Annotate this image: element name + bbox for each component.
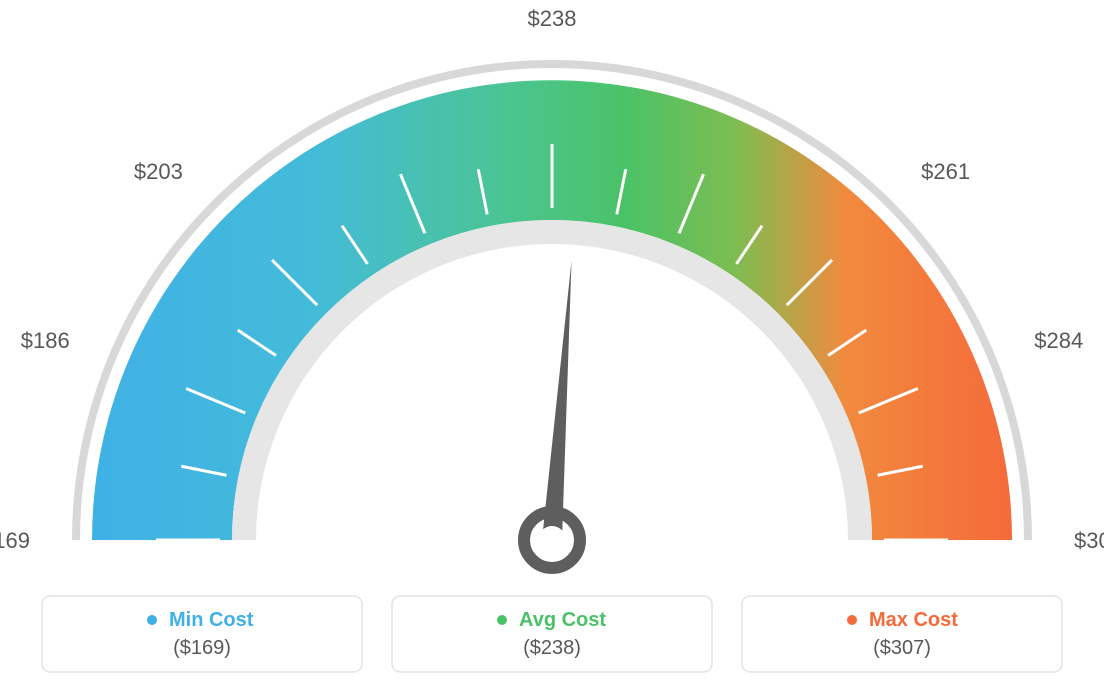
legend-label: Max Cost xyxy=(869,609,958,631)
gauge-svg: $169 $186 $203 $238 $261 $284 $307 Min Cost ($16… xyxy=(0,0,1104,690)
legend-bullet-icon xyxy=(497,615,507,625)
scale-label: $238 xyxy=(528,6,577,31)
legend-value: ($307) xyxy=(873,637,931,659)
scale-label: $186 xyxy=(21,328,70,353)
needle-hub-inner xyxy=(538,526,566,554)
legend-bullet-icon xyxy=(847,615,857,625)
legend-value: ($169) xyxy=(173,637,231,659)
scale-label: $307 xyxy=(1074,528,1104,553)
legend-card xyxy=(742,596,1062,672)
scale-label: $203 xyxy=(134,159,183,184)
cost-gauge-chart: $169 $186 $203 $238 $261 $284 $307 Min Cost ($16… xyxy=(0,0,1104,690)
scale-label: $261 xyxy=(921,159,970,184)
legend-box-2: Max Cost ($307) xyxy=(742,596,1062,672)
legend-label: Avg Cost xyxy=(519,609,606,631)
legend-box-1: Avg Cost ($238) xyxy=(392,596,712,672)
needle xyxy=(542,261,572,541)
legend-value: ($238) xyxy=(523,637,581,659)
scale-label: $169 xyxy=(0,528,30,553)
legend-label: Min Cost xyxy=(169,609,254,631)
legend-bullet-icon xyxy=(147,615,157,625)
legend-card xyxy=(392,596,712,672)
scale-label: $284 xyxy=(1034,328,1083,353)
legend-box-0: Min Cost ($169) xyxy=(42,596,362,672)
legend-card xyxy=(42,596,362,672)
